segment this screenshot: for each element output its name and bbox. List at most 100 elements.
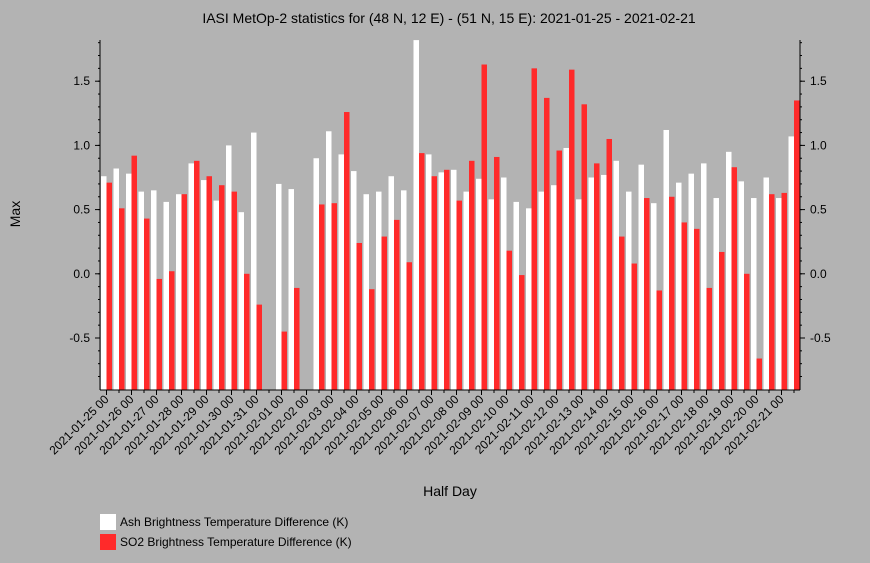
ash-bar-22: [376, 191, 382, 390]
so2-bar-32: [506, 250, 512, 390]
ash-bar-11: [238, 212, 244, 390]
ash-bar-53: [763, 177, 769, 390]
ash-bar-35: [538, 191, 544, 390]
ash-bar-27: [438, 172, 444, 390]
ash-bar-26: [426, 154, 432, 390]
ash-bar-33: [513, 201, 519, 390]
so2-bar-17: [319, 204, 325, 390]
so2-bar-30: [481, 64, 487, 390]
so2-bar-46: [681, 222, 687, 390]
so2-bar-31: [494, 156, 500, 390]
ash-bar-24: [401, 190, 407, 390]
chart-title: IASI MetOp-2 statistics for (48 N, 12 E)…: [202, 10, 696, 26]
so2-bar-8: [206, 176, 212, 390]
legend-swatch-so2: [100, 534, 116, 550]
ash-bar-31: [488, 199, 494, 390]
legend-label-ash: Ash Brightness Temperature Difference (K…: [120, 515, 349, 529]
ash-bar-3: [138, 191, 144, 390]
ash-bar-50: [726, 151, 732, 390]
ash-bar-23: [388, 176, 394, 390]
ash-bar-38: [576, 199, 582, 390]
so2-bar-47: [694, 228, 700, 390]
so2-bar-2: [131, 155, 137, 390]
ash-bar-25: [413, 40, 419, 391]
ash-bar-52: [751, 198, 757, 390]
ash-bar-21: [363, 194, 369, 390]
legend-item-so2: SO2 Brightness Temperature Difference (K…: [100, 532, 352, 552]
ash-bar-17: [313, 158, 319, 390]
ash-bar-8: [201, 180, 207, 390]
so2-bar-6: [181, 194, 187, 390]
ash-bar-14: [276, 183, 282, 390]
ash-bar-49: [713, 198, 719, 390]
y-tick-label-left-3: 1.0: [73, 138, 90, 152]
so2-bar-48: [706, 287, 712, 390]
so2-bar-38: [581, 104, 587, 390]
axes-layer: -0.5 -0.50.0 0.00.5 0.51.0 1.01.5 1.52021-01-…: [47, 40, 831, 457]
so2-bar-33: [519, 275, 525, 390]
y-tick-label-left-2: 0.5: [73, 203, 90, 217]
ash-bar-41: [613, 160, 619, 390]
bars-layer: [101, 40, 800, 391]
ash-bar-40: [601, 174, 607, 390]
ash-bar-20: [351, 171, 357, 390]
ash-bar-9: [213, 200, 219, 390]
ash-bar-19: [338, 154, 344, 390]
y-tick-label-left-0: -0.5: [69, 331, 90, 345]
ash-bar-10: [226, 145, 232, 390]
so2-bar-41: [619, 236, 625, 390]
so2-bar-29: [469, 160, 475, 390]
so2-bar-35: [544, 97, 550, 390]
so2-bar-37: [569, 69, 575, 390]
so2-bar-12: [256, 304, 262, 390]
ash-bar-0: [101, 176, 107, 390]
so2-bar-10: [231, 191, 237, 390]
y-tick-label-right-0: -0.5: [810, 331, 831, 345]
so2-bar-15: [294, 287, 300, 390]
so2-bar-49: [719, 251, 725, 390]
ash-bar-39: [588, 177, 594, 390]
legend-swatch-ash: [100, 514, 116, 530]
so2-bar-1: [119, 208, 125, 390]
so2-bar-36: [556, 150, 562, 390]
so2-bar-42: [631, 263, 637, 390]
ash-bar-30: [476, 178, 482, 390]
so2-bar-3: [144, 218, 150, 390]
so2-bar-51: [744, 273, 750, 390]
y-tick-label-left-1: 0.0: [73, 267, 90, 281]
so2-bar-52: [756, 358, 762, 390]
ash-bar-5: [163, 201, 169, 390]
y-tick-label-left-4: 1.5: [73, 74, 90, 88]
ash-bar-37: [563, 147, 569, 390]
ash-bar-32: [501, 177, 507, 390]
ash-bar-42: [626, 191, 632, 390]
ash-bar-44: [651, 203, 657, 390]
so2-bar-28: [456, 200, 462, 390]
so2-bar-25: [419, 153, 425, 390]
so2-bar-18: [331, 203, 337, 390]
so2-bar-40: [606, 138, 612, 390]
ash-bar-1: [113, 168, 119, 390]
so2-bar-0: [106, 182, 112, 390]
y-tick-label-right-4: 1.5: [810, 74, 827, 88]
so2-bar-9: [219, 185, 225, 390]
x-axis-label: Half Day: [423, 483, 477, 499]
so2-bar-43: [644, 198, 650, 390]
so2-bar-54: [781, 192, 787, 390]
ash-bar-54: [776, 198, 782, 390]
so2-bar-34: [531, 68, 537, 391]
so2-bar-14: [281, 331, 287, 390]
ash-bar-55: [788, 136, 794, 390]
y-tick-label-right-2: 0.5: [810, 203, 827, 217]
so2-bar-55: [794, 100, 800, 391]
so2-bar-11: [244, 273, 250, 390]
ash-bar-28: [451, 169, 457, 390]
ash-bar-46: [676, 182, 682, 390]
so2-bar-39: [594, 163, 600, 390]
so2-bar-7: [194, 160, 200, 390]
so2-bar-4: [156, 278, 162, 390]
ash-bar-29: [463, 191, 469, 390]
ash-bar-51: [738, 181, 744, 390]
ash-bar-18: [326, 131, 332, 390]
